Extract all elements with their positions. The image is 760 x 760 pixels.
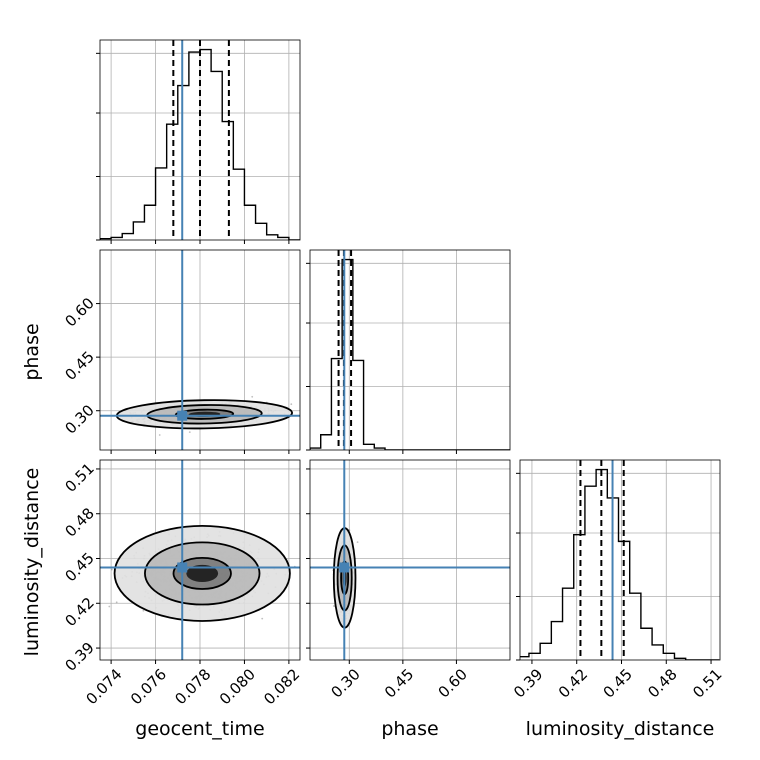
x-tick-label-phase: 0.45 [381,665,417,701]
x-axis-label-phase: phase [381,718,438,740]
x-tick-label-luminosity_distance: 0.45 [600,665,636,701]
truth-marker [177,562,188,573]
density-contour-0 [172,556,232,590]
density-contour-1 [144,541,261,606]
x-tick-label-geocent_time: 0.074 [83,665,126,708]
y-tick-label-phase: 0.45 [62,348,98,384]
x-tick-label-geocent_time: 0.078 [171,665,214,708]
sample-point [115,601,118,604]
y-tick-label-phase: 0.30 [62,401,98,437]
y-axis-label-luminosity-distance: luminosity_distance [21,468,43,657]
truth-marker [177,410,188,421]
sample-point [188,431,191,433]
panel-frame [309,249,511,451]
x-tick-label-geocent_time: 0.082 [260,665,303,708]
density-contour-2 [113,524,291,622]
sample-point [290,403,293,406]
y-tick-label-phase: 0.60 [62,294,98,330]
sample-point [356,541,359,543]
sample-point [332,605,335,607]
x-tick-label-geocent_time: 0.076 [127,665,170,708]
y-axis-label-phase: phase [21,323,43,380]
y-tick-label-luminosity_distance: 0.42 [62,594,98,630]
x-tick-label-luminosity_distance: 0.48 [644,665,680,701]
y-tick-label-luminosity_distance: 0.51 [62,459,98,495]
sample-point [158,434,161,436]
sample-point [142,609,145,612]
sample-point [261,617,264,620]
y-tick-label-luminosity_distance: 0.39 [62,639,98,675]
x-axis-label-luminosity-distance: luminosity_distance [526,718,715,740]
x-tick-label-geocent_time: 0.080 [216,665,259,708]
panel-frame [309,459,511,661]
histogram-luminosity_distance [520,468,720,660]
panel-geocent_time-hist [96,39,301,244]
panel-geocent_time-vs-phase [96,249,301,454]
density-fill [186,564,219,583]
panel-frame [519,459,721,661]
histogram-phase [310,258,510,450]
panel-phase-hist [306,249,511,454]
panel-luminosity_distance-hist [516,459,721,664]
panel-content [310,460,510,660]
sample-point [108,605,111,608]
x-tick-label-luminosity_distance: 0.39 [510,665,546,701]
sample-point [111,568,113,571]
panel-content [100,460,300,660]
panel-content [100,250,300,450]
x-tick-label-luminosity_distance: 0.42 [555,665,591,701]
x-tick-label-phase: 0.60 [435,665,471,701]
x-tick-label-phase: 0.30 [327,665,363,701]
x-axis-label-geocent-time: geocent_time [135,718,264,740]
truth-marker [339,562,350,573]
x-tick-label-luminosity_distance: 0.51 [689,665,725,701]
panel-geocent_time-vs-luminosity_distance [96,459,301,664]
panel-phase-vs-luminosity_distance [306,459,511,664]
sample-point [251,395,254,398]
y-tick-label-luminosity_distance: 0.45 [62,549,98,585]
y-tick-label-luminosity_distance: 0.48 [62,504,98,540]
